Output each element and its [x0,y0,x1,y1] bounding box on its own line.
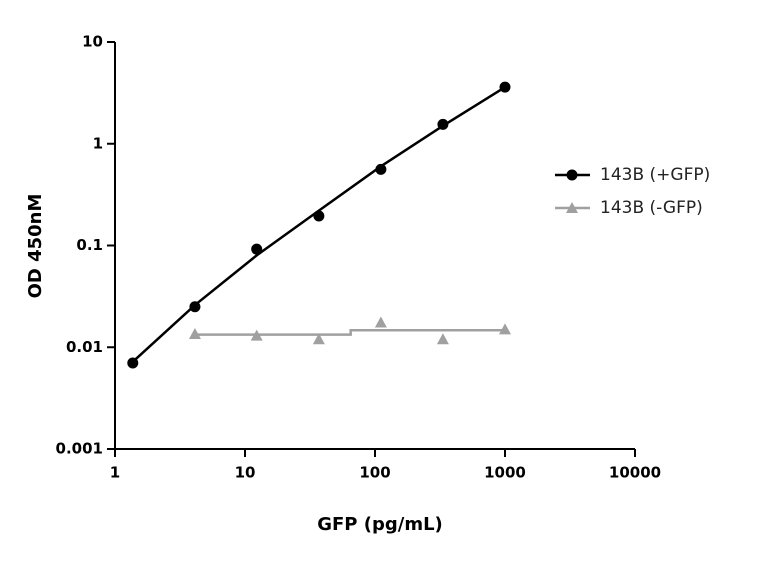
data-point [189,301,201,313]
data-point [436,333,449,345]
data-point [251,243,263,255]
x-axis-title: GFP (pg/mL) [317,514,443,535]
y-axis-title: OD 450nM [25,194,46,299]
legend-marker [566,169,578,181]
y-tick-label: 0.01 [66,338,103,356]
data-point [499,323,511,335]
legend-marker [566,202,578,213]
y-tick-label: 1 [93,134,103,152]
x-tick-label: 1 [110,464,120,482]
y-tick-label: 0.1 [76,236,103,254]
legend-label: 143B (-GFP) [600,198,703,218]
data-point [250,329,263,341]
x-tick-label: 100 [359,464,390,482]
x-tick-label: 1000 [484,464,526,482]
y-tick-label: 10 [82,33,103,51]
data-point [127,357,139,369]
fit-line [194,328,505,336]
data-point [312,333,325,345]
data-point [437,118,449,130]
data-point [188,327,201,339]
data-point [313,210,325,222]
data-point [374,316,387,328]
x-tick-label: 10 [235,464,256,482]
y-tick-label: 0.001 [56,440,103,458]
data-point [499,81,511,93]
x-tick-label: 10000 [609,464,661,482]
fit-line [131,86,506,363]
legend-label: 143B (+GFP) [600,165,710,185]
data-point [375,163,387,175]
